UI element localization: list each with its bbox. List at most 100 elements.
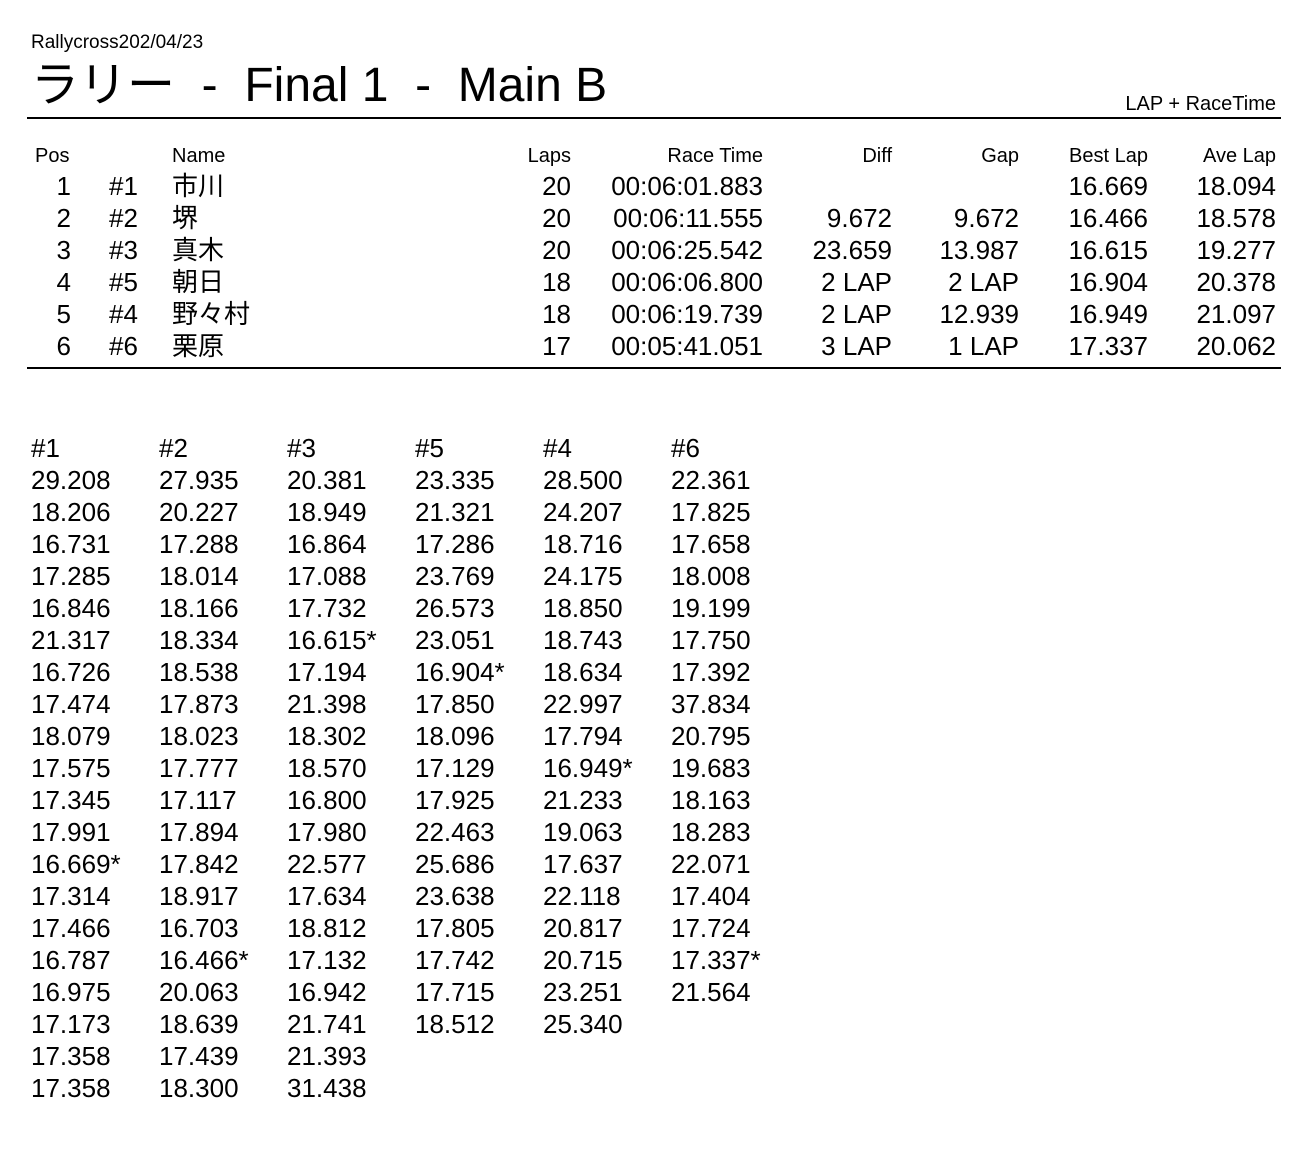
result-cell: 1 — [56, 171, 71, 201]
lap-time: 18.743 — [543, 625, 623, 655]
lap-time: 17.345 — [31, 785, 111, 815]
lap-time: 18.023 — [159, 721, 239, 751]
lap-time: 16.864 — [287, 529, 367, 559]
lap-time: 21.321 — [415, 497, 495, 527]
result-cell: 13.987 — [939, 235, 1019, 265]
lap-time: 17.439 — [159, 1041, 239, 1071]
result-cell: 6 — [56, 331, 71, 361]
column-header: Diff — [862, 145, 892, 167]
lap-time: 26.573 — [415, 593, 495, 623]
lap-time: 17.288 — [159, 529, 239, 559]
lap-time: 18.812 — [287, 913, 367, 943]
lap-time: 18.634 — [543, 657, 623, 687]
lap-time: 17.117 — [159, 785, 237, 815]
result-cell: 9.672 — [953, 203, 1019, 233]
lap-time: 21.398 — [287, 689, 367, 719]
result-cell: 00:06:19.739 — [611, 299, 763, 329]
lap-time: 19.199 — [671, 593, 751, 623]
result-cell: 21.097 — [1196, 299, 1276, 329]
lap-time: 22.361 — [671, 465, 751, 495]
column-header: Gap — [981, 145, 1019, 167]
lap-column-header: #2 — [159, 433, 188, 463]
result-cell: 2 LAP — [948, 267, 1019, 297]
lap-time: 17.894 — [159, 817, 239, 847]
lap-time: 24.207 — [543, 497, 623, 527]
lap-time: 17.634 — [287, 881, 367, 911]
result-cell: 12.939 — [939, 299, 1019, 329]
lap-time: 22.118 — [543, 881, 621, 911]
lap-column-header: #5 — [415, 433, 444, 463]
lap-time: 17.991 — [31, 817, 111, 847]
lap-time: 17.285 — [31, 561, 111, 591]
lap-time: 24.175 — [543, 561, 623, 591]
lap-time: 23.769 — [415, 561, 495, 591]
lap-time: 17.466 — [31, 913, 111, 943]
result-cell: 00:05:41.051 — [611, 331, 763, 361]
lap-time: 21.741 — [287, 1009, 367, 1039]
result-cell: 17 — [542, 331, 571, 361]
lap-time: 17.392 — [671, 657, 751, 687]
result-cell: 3 — [56, 235, 71, 265]
lap-time: 18.163 — [671, 785, 751, 815]
lap-time: 17.129 — [415, 753, 495, 783]
lap-time: 16.731 — [31, 529, 111, 559]
result-cell: 18.094 — [1196, 171, 1276, 201]
lap-time: 18.096 — [415, 721, 495, 751]
lap-time: 18.334 — [159, 625, 239, 655]
lap-time: 18.538 — [159, 657, 239, 687]
lap-time: 17.825 — [671, 497, 751, 527]
lap-time: 17.980 — [287, 817, 367, 847]
lap-time: 18.166 — [159, 593, 239, 623]
lap-time: 17.337* — [671, 945, 761, 975]
result-cell: #5 — [109, 267, 138, 297]
lap-time: 17.658 — [671, 529, 751, 559]
lap-time: 16.800 — [287, 785, 367, 815]
lap-time: 21.393 — [287, 1041, 367, 1071]
result-cell: 朝日 — [172, 267, 225, 297]
lap-time: 18.639 — [159, 1009, 239, 1039]
lap-time: 16.787 — [31, 945, 111, 975]
rule — [27, 367, 1281, 369]
lap-time: 20.063 — [159, 977, 239, 1007]
result-cell: 4 — [56, 267, 71, 297]
lap-time: 21.233 — [543, 785, 623, 815]
lap-column-header: #3 — [287, 433, 316, 463]
lap-time: 21.317 — [31, 625, 111, 655]
lap-time: 17.794 — [543, 721, 623, 751]
lap-time: 18.079 — [31, 721, 111, 751]
lap-time: 17.194 — [287, 657, 367, 687]
lap-time: 18.008 — [671, 561, 751, 591]
lap-time: 17.925 — [415, 785, 495, 815]
title: ラリー - Final 1 - Main B — [31, 59, 608, 112]
lap-time: 23.051 — [415, 625, 495, 655]
lap-time: 16.615* — [287, 625, 377, 655]
result-cell: 1 LAP — [948, 331, 1019, 361]
lap-time: 21.564 — [671, 977, 751, 1007]
lap-time: 17.777 — [159, 753, 239, 783]
lap-time: 23.335 — [415, 465, 495, 495]
lap-time: 17.358 — [31, 1073, 111, 1103]
lap-time: 17.732 — [287, 593, 367, 623]
result-cell: 18 — [542, 267, 571, 297]
result-cell: 野々村 — [172, 299, 251, 329]
result-cell: 00:06:01.883 — [611, 171, 763, 201]
lap-time: 20.795 — [671, 721, 751, 751]
lap-time: 18.014 — [159, 561, 239, 591]
lap-time: 18.302 — [287, 721, 367, 751]
result-cell: #4 — [109, 299, 138, 329]
result-cell: 20 — [542, 171, 571, 201]
lap-time: 20.817 — [543, 913, 623, 943]
result-cell: 16.669 — [1068, 171, 1148, 201]
lap-time: 18.206 — [31, 497, 111, 527]
result-cell: #3 — [109, 235, 138, 265]
result-cell: 真木 — [172, 235, 225, 265]
result-cell: 23.659 — [812, 235, 892, 265]
column-header: Ave Lap — [1202, 145, 1276, 167]
lap-time: 25.340 — [543, 1009, 623, 1039]
result-cell: 2 LAP — [821, 267, 892, 297]
lap-time: 17.088 — [287, 561, 367, 591]
lap-time: 18.917 — [159, 881, 239, 911]
lap-time: 17.742 — [415, 945, 495, 975]
result-cell: 市川 — [172, 171, 225, 201]
